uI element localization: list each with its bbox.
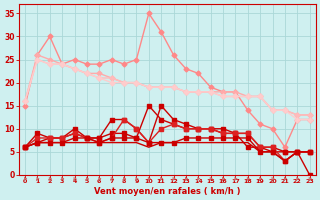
X-axis label: Vent moyen/en rafales ( km/h ): Vent moyen/en rafales ( km/h ) [94, 187, 241, 196]
